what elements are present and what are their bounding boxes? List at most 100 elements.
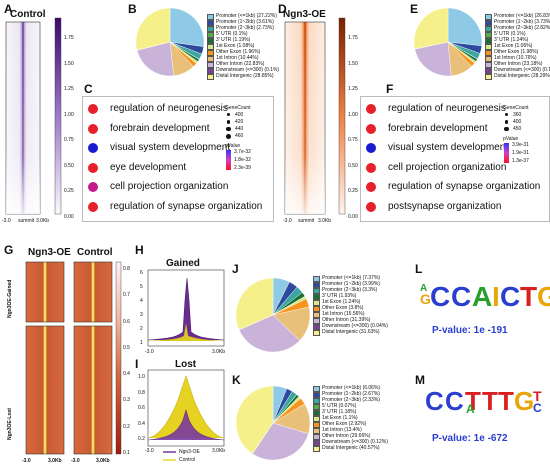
go-legend-dot xyxy=(227,113,230,116)
go-legend-text: 420 xyxy=(235,119,244,125)
profile-i-yticks: 1.0 0.8 0.6 0.4 0.2 xyxy=(138,374,148,442)
go-term-label: regulation of neurogenesis xyxy=(110,103,228,114)
go-legend-text: 450 xyxy=(513,126,522,132)
go-term-label: cell projection organization xyxy=(388,161,507,173)
go-dot xyxy=(366,123,376,134)
go-term-label: regulation of synapse organization xyxy=(388,181,541,192)
colorbar-tick: 1.50 xyxy=(348,60,358,67)
go-dot xyxy=(88,104,98,114)
colorbar-tick: 1.0 xyxy=(138,374,145,380)
legend-j: Promoter (<=1kb) (7.37%) Promoter (1~2kb)… xyxy=(313,276,388,336)
legK-item: Other Exon (2.92%) xyxy=(313,422,388,428)
legE-item: Downstream (<=300) (0.1%) xyxy=(485,68,550,74)
legend-label: Other Intron (23.18%) xyxy=(494,61,543,68)
legend-label: Distal Intergenic (40.57%) xyxy=(322,445,380,452)
legB-item: Downstream (<=300) (0.1%) xyxy=(207,68,279,74)
legend-label: Other Exon (3.8%) xyxy=(322,305,364,312)
legend-swatch xyxy=(207,26,214,32)
legend-label: 1st Exon (1.1%) xyxy=(322,415,358,422)
profile-h-xtick-right: 3.0Kb xyxy=(212,349,226,355)
legend-label: 3' UTR (1.24%) xyxy=(494,37,529,44)
colorbar-tick: 0.8 xyxy=(138,389,145,396)
legend-label: 3' UTR (1.19%) xyxy=(216,37,251,44)
colorbar-tick: 1.75 xyxy=(64,35,74,41)
go-term-label: regulation of neurogenesis xyxy=(388,103,506,114)
panel-label-b: B xyxy=(128,2,137,16)
legend-swatch xyxy=(207,68,214,74)
colorbar-tick: 0.25 xyxy=(348,188,358,195)
legend-label: Promoter (1~2kb) (2.67%) xyxy=(322,391,380,398)
go-dot xyxy=(88,182,98,192)
legend-label: 1st Exon (1.06%) xyxy=(494,43,533,50)
legend-swatch xyxy=(313,306,320,312)
legJ-item: Downstream (<=300) (0.04%) xyxy=(313,324,388,330)
pie-chart-k xyxy=(235,385,311,461)
legend-label: Promoter (<=1kb) (27.22%) xyxy=(216,13,277,20)
heatmap-g-col2-title: Control xyxy=(77,247,113,258)
legK-item: 5' UTR (0.07%) xyxy=(313,404,388,410)
heatmap-d-xtick-left: -3.0 xyxy=(283,218,292,224)
colorbar-tick: 1.25 xyxy=(64,86,74,93)
colorbar-tick: 0.5 xyxy=(123,344,130,351)
colorbar-tick: 1.25 xyxy=(348,86,358,93)
legend-swatch xyxy=(313,404,320,410)
legend-label: Other Exon (1.96%) xyxy=(216,49,261,56)
legend-label: 1st Intron (15.56%) xyxy=(322,311,365,318)
colorbar-tick: 0.50 xyxy=(64,162,74,169)
legend-swatch xyxy=(207,38,214,44)
legend-swatch xyxy=(485,32,492,38)
legend-swatch xyxy=(313,440,320,446)
legE-item: Other Intron (23.18%) xyxy=(485,62,550,68)
profile-i-legend-ngn3: Ngn3-OE xyxy=(179,449,200,455)
profile-i-xtick-left: -3.0 xyxy=(145,448,154,454)
legend-label: Promoter (2~3kb) (2.33%) xyxy=(322,397,380,404)
go-legend-dot xyxy=(226,134,231,139)
legend-swatch xyxy=(313,428,320,434)
legend-label: Downstream (<=300) (0.12%) xyxy=(322,439,388,446)
legend-swatch xyxy=(485,38,492,44)
colorbar-tick: 5 xyxy=(140,284,143,290)
colorbar-tick: 0.4 xyxy=(138,420,145,427)
legJ-item: Other Intron (31.39%) xyxy=(313,318,388,324)
heatmap-d-colorbar-labels: 1.75 1.50 1.25 1.00 0.75 0.50 0.25 0.00 xyxy=(348,35,368,220)
legB-item: Promoter (1~2kb) (3.61%) xyxy=(207,20,279,26)
legend-label: Promoter (1~2kb) (3.99%) xyxy=(322,281,380,288)
legE-item: Promoter (<=1kb) (26.83%) xyxy=(485,14,550,20)
panel-label-l: L xyxy=(415,262,423,276)
go-legend-text: 1.9e-31 xyxy=(512,150,529,156)
go-dot xyxy=(366,162,376,173)
heatmap-a-xtick-mid: summit xyxy=(18,218,35,224)
pieB-slice-0 xyxy=(169,7,205,47)
legJ-item: 1st Intron (15.56%) xyxy=(313,312,388,318)
legend-label: 5' UTR (0.1%) xyxy=(494,31,526,38)
go-legend-dot xyxy=(505,113,508,116)
go-legend-text: 360 xyxy=(513,112,522,118)
legend-k: Promoter (<=1kb) (6.06%) Promoter (1~2kb)… xyxy=(313,386,388,452)
legE-item: Promoter (1~2kb) (3.73%) xyxy=(485,20,550,26)
go-term-label: regulation of synapse organization xyxy=(110,200,263,212)
legend-swatch xyxy=(313,282,320,288)
legend-swatch xyxy=(313,434,320,440)
legend-label: 5' UTR (0.1%) xyxy=(216,31,248,38)
colorbar-tick: 0.3 xyxy=(123,397,130,404)
panel-label-k: K xyxy=(232,373,241,387)
heatmap-g-xtick-4: 3.0Kb xyxy=(96,458,110,464)
legend-swatch xyxy=(207,62,214,68)
panel-label-j: J xyxy=(232,262,239,276)
legK-item: Promoter (<=1kb) (6.06%) xyxy=(313,386,388,392)
profile-h-title: Gained xyxy=(166,258,200,269)
go-legend-text: 400 xyxy=(513,119,522,125)
legend-swatch xyxy=(485,50,492,56)
legend-swatch xyxy=(207,44,214,50)
legend-swatch xyxy=(313,398,320,404)
legend-label: Other Intron (31.39%) xyxy=(322,317,371,324)
legK-item: Promoter (2~3kb) (2.33%) xyxy=(313,398,388,404)
legend-label: Promoter (<=1kb) (7.37%) xyxy=(322,275,381,282)
legend-swatch xyxy=(207,14,214,20)
legend-swatch xyxy=(313,392,320,398)
go-dot xyxy=(366,104,376,114)
legend-swatch xyxy=(485,56,492,62)
heatmap-d xyxy=(284,17,346,215)
legend-label: 1st Intron (10.76%) xyxy=(494,55,537,62)
pieE-slice-0 xyxy=(447,7,483,47)
